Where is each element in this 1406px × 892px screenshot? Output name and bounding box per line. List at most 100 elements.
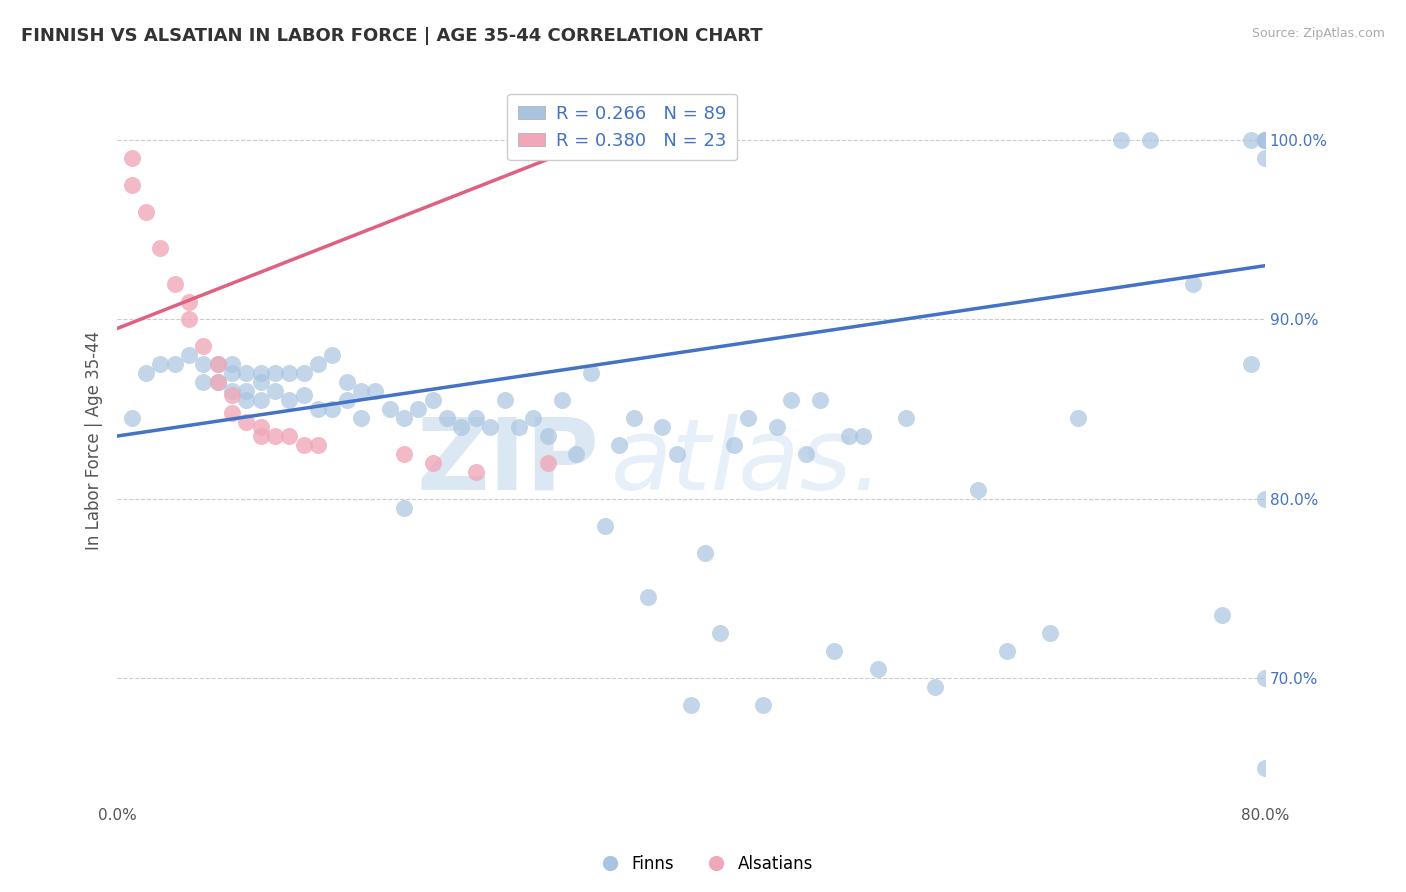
Point (695, 546, 717, 560)
Point (995, 644, 1018, 658)
Point (249, 429, 271, 443)
Point (392, 500, 415, 515)
Point (1182, 277, 1205, 291)
Point (607, 438, 630, 452)
Point (163, 357, 186, 371)
Point (221, 406, 243, 420)
Point (307, 438, 329, 452)
Point (163, 277, 186, 291)
Point (579, 366, 602, 380)
Point (292, 388, 315, 402)
Y-axis label: In Labor Force | Age 35-44: In Labor Force | Age 35-44 (86, 331, 103, 550)
Text: Source: ZipAtlas.com: Source: ZipAtlas.com (1251, 27, 1385, 40)
Point (221, 357, 243, 371)
Point (780, 393, 803, 408)
Point (278, 429, 301, 443)
Legend: Finns, Alsatians: Finns, Alsatians (586, 848, 820, 880)
Point (1239, 133, 1261, 147)
Point (794, 447, 817, 461)
Point (392, 411, 415, 425)
Point (235, 393, 257, 408)
Point (321, 402, 343, 417)
Point (852, 429, 875, 443)
Point (896, 411, 918, 425)
Point (249, 420, 271, 434)
Point (824, 644, 846, 658)
Point (1254, 133, 1277, 147)
Point (866, 662, 889, 676)
Point (565, 447, 588, 461)
Point (494, 393, 516, 408)
Point (766, 420, 789, 434)
Point (307, 402, 329, 417)
Point (665, 447, 688, 461)
Point (1254, 133, 1277, 147)
Point (193, 357, 215, 371)
Point (207, 357, 229, 371)
Point (623, 411, 645, 425)
Point (121, 411, 143, 425)
Point (249, 376, 271, 390)
Point (177, 312, 200, 326)
Point (364, 384, 387, 399)
Point (522, 411, 544, 425)
Point (479, 420, 502, 434)
Point (149, 357, 172, 371)
Point (207, 376, 229, 390)
Point (193, 339, 215, 353)
Point (235, 384, 257, 399)
Point (350, 384, 373, 399)
Point (838, 429, 860, 443)
Point (392, 447, 415, 461)
Point (321, 348, 343, 362)
Point (1254, 151, 1277, 165)
Point (149, 241, 172, 255)
Point (193, 376, 215, 390)
Point (593, 518, 616, 533)
Point (737, 411, 759, 425)
Point (249, 366, 271, 380)
Point (679, 698, 702, 712)
Point (422, 393, 444, 408)
Point (1254, 761, 1277, 775)
Point (752, 698, 775, 712)
Point (221, 388, 243, 402)
Point (177, 294, 200, 309)
Point (264, 429, 287, 443)
Point (1254, 671, 1277, 685)
Point (536, 429, 558, 443)
Point (249, 393, 271, 408)
Point (121, 151, 143, 165)
Point (235, 366, 257, 380)
Text: atlas.: atlas. (610, 414, 884, 511)
Point (278, 366, 301, 380)
Point (551, 393, 574, 408)
Point (1211, 608, 1233, 623)
Legend: R = 0.266   N = 89, R = 0.380   N = 23: R = 0.266 N = 89, R = 0.380 N = 23 (508, 94, 737, 161)
Point (1254, 133, 1277, 147)
Text: FINNISH VS ALSATIAN IN LABOR FORCE | AGE 35-44 CORRELATION CHART: FINNISH VS ALSATIAN IN LABOR FORCE | AGE… (21, 27, 762, 45)
Point (307, 357, 329, 371)
Point (292, 366, 315, 380)
Point (924, 680, 946, 694)
Point (651, 420, 673, 434)
Point (221, 384, 243, 399)
Text: ZIP: ZIP (416, 414, 599, 511)
Point (536, 456, 558, 470)
Point (336, 376, 359, 390)
Point (1067, 411, 1090, 425)
Point (450, 420, 472, 434)
Point (1139, 133, 1161, 147)
Point (464, 411, 486, 425)
Point (723, 438, 745, 452)
Point (1111, 133, 1133, 147)
Point (221, 366, 243, 380)
Point (278, 393, 301, 408)
Point (436, 411, 458, 425)
Point (135, 205, 157, 219)
Point (350, 411, 373, 425)
Point (336, 393, 359, 408)
Point (121, 178, 143, 192)
Point (207, 357, 229, 371)
Point (1254, 133, 1277, 147)
